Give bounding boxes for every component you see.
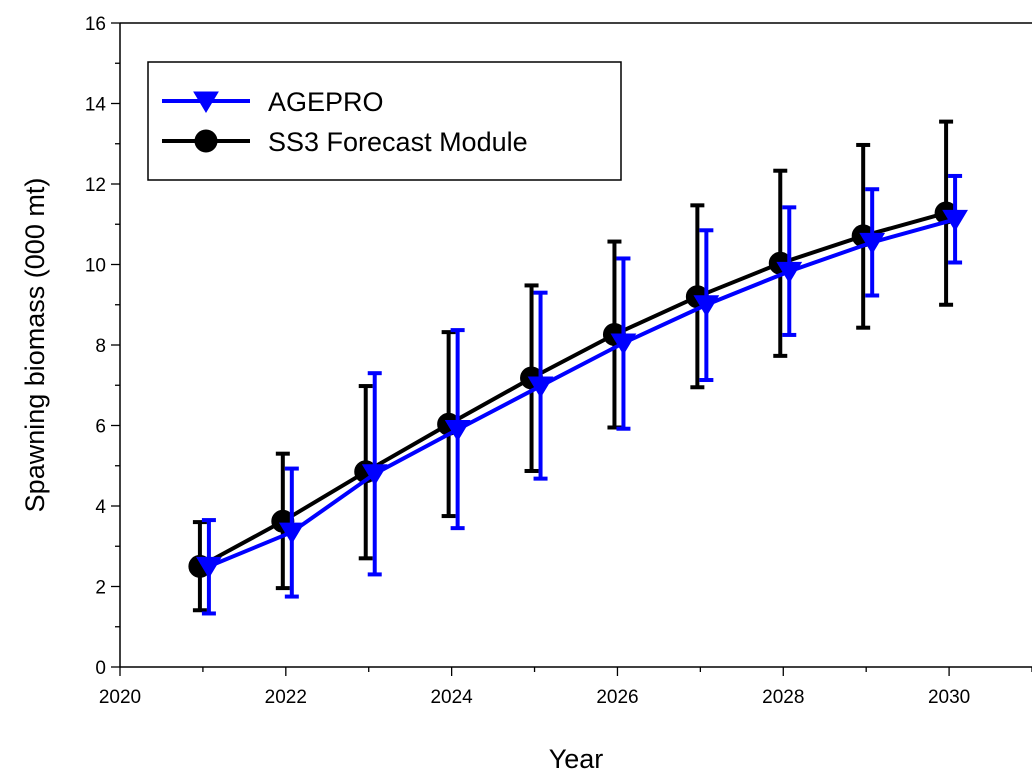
y-tick-label: 2 (95, 578, 106, 599)
y-tick-label: 0 (95, 658, 106, 679)
series-ss3 (188, 119, 958, 613)
series-line (208, 217, 956, 569)
y-tick-label: 16 (85, 14, 106, 35)
y-tick-label: 14 (85, 95, 107, 116)
data-point (776, 261, 803, 284)
y-tick-label: 8 (95, 336, 106, 357)
data-point (610, 333, 637, 355)
data-point (278, 522, 305, 545)
data-point (693, 295, 720, 317)
data-point (444, 420, 471, 442)
plot-area (188, 119, 968, 616)
x-tick-label: 2030 (928, 687, 970, 708)
data-point (196, 556, 222, 579)
legend-box (147, 61, 622, 181)
series-agepro (196, 173, 968, 616)
legend-marker (194, 129, 218, 153)
x-tick-label: 2022 (265, 687, 307, 708)
data-point (527, 376, 554, 399)
x-tick-label: 2020 (99, 687, 141, 708)
x-tick-label: 2024 (430, 687, 473, 708)
y-tick-label: 4 (95, 497, 106, 518)
data-point (361, 464, 388, 486)
legend-label: SS3 Forecast Module (268, 127, 528, 157)
axes: 0 2 4 6 8 10 12 14 16 2020 2022 2024 2026 2028 2030 (85, 14, 1032, 708)
y-axis-title: Spawning biomass (000 mt) (20, 178, 50, 513)
y-tick-label: 6 (95, 417, 106, 438)
legend: AGEPRO SS3 Forecast Module (147, 61, 622, 181)
x-axis-title: Year (549, 744, 604, 774)
y-tick-label: 10 (85, 256, 106, 277)
y-tick-label: 12 (85, 175, 106, 196)
x-tick-label: 2026 (596, 687, 638, 708)
series-line (198, 211, 947, 569)
legend-item: AGEPRO (162, 87, 384, 117)
data-point (859, 232, 886, 255)
x-tick-label: 2028 (762, 687, 804, 708)
data-point (942, 209, 968, 232)
legend-label: AGEPRO (268, 87, 384, 117)
legend-item: SS3 Forecast Module (162, 127, 528, 157)
legend-marker (193, 91, 219, 113)
